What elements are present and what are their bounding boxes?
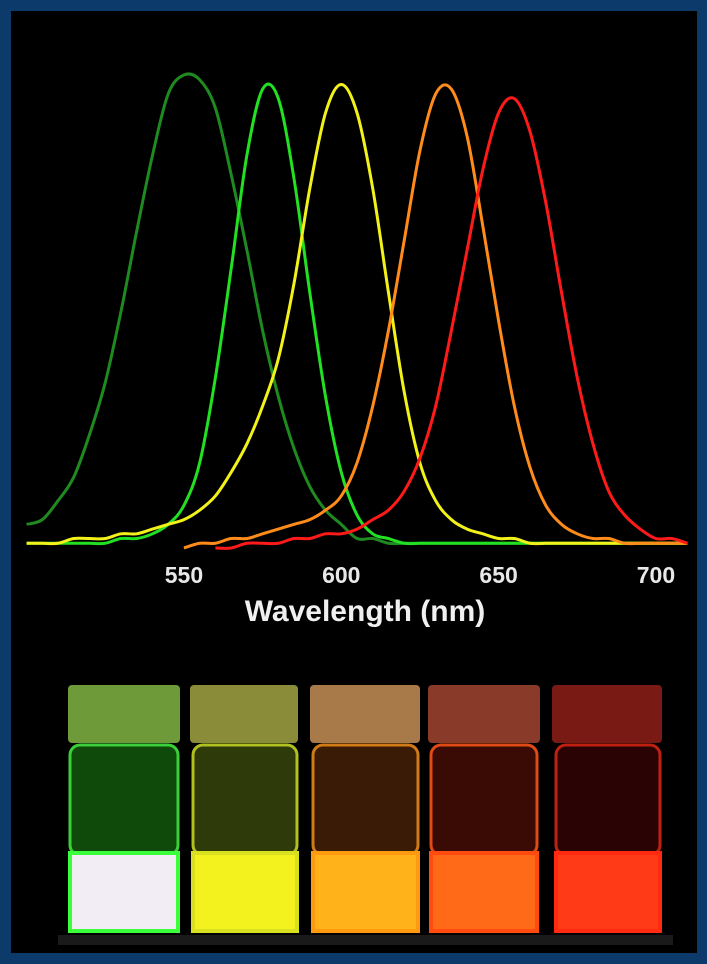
x-axis-label: Wavelength (nm) bbox=[245, 595, 486, 628]
vial bbox=[68, 685, 180, 931]
shelf bbox=[58, 935, 673, 945]
figure: 550 600 650 700 Wavelength (nm) bbox=[0, 0, 707, 964]
vial-cap bbox=[190, 685, 298, 743]
vial-cap bbox=[310, 685, 420, 743]
vial bbox=[310, 685, 420, 931]
vial-cap bbox=[428, 685, 540, 743]
vial-cap bbox=[552, 685, 662, 743]
vial-cap bbox=[68, 685, 180, 743]
vial bbox=[552, 685, 662, 931]
vial-glass bbox=[193, 745, 297, 855]
x-tick-label: 650 bbox=[479, 562, 517, 588]
vial bbox=[190, 685, 298, 931]
x-tick-label: 600 bbox=[322, 562, 360, 588]
vial-glass bbox=[313, 745, 418, 855]
vial-glass bbox=[556, 745, 660, 855]
vial bbox=[428, 685, 540, 931]
vial-liquid bbox=[70, 853, 178, 931]
x-tick-label: 700 bbox=[637, 562, 675, 588]
vial-liquid bbox=[431, 853, 537, 931]
vial-liquid bbox=[313, 853, 418, 931]
vial-liquid bbox=[193, 853, 297, 931]
vial-photo bbox=[58, 685, 673, 945]
vial-liquid bbox=[556, 853, 660, 931]
vial-glass bbox=[431, 745, 537, 855]
vial-glass bbox=[70, 745, 178, 855]
page: {"chart_data": {"type": "line", "xlabel"… bbox=[0, 0, 707, 964]
x-tick-label: 550 bbox=[165, 562, 203, 588]
